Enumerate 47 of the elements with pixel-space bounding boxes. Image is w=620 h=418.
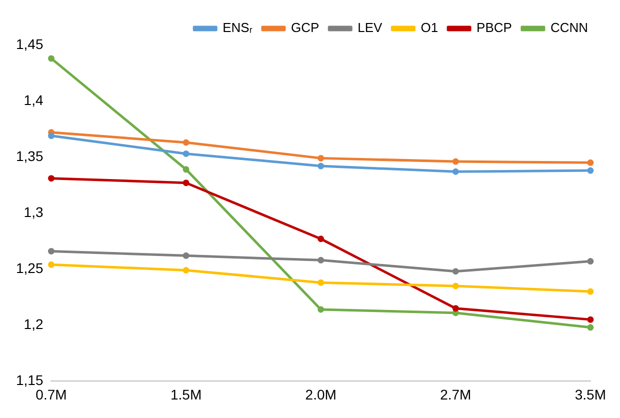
point <box>318 154 324 162</box>
point <box>48 55 54 62</box>
y-tick-label: 1,15 <box>16 372 44 388</box>
point <box>48 175 54 182</box>
legend-label: PBCP <box>476 20 512 36</box>
point <box>452 282 459 290</box>
legend-label: CCNN <box>550 20 588 36</box>
y-tick-label: 1,2 <box>24 316 44 332</box>
legend-label: GCP <box>290 20 320 36</box>
point <box>318 236 324 242</box>
y-tick-label: 1,3 <box>24 204 44 220</box>
point <box>587 316 594 323</box>
point <box>587 324 594 331</box>
point <box>318 279 324 286</box>
point <box>452 158 459 165</box>
legend-label: ENSᵣ <box>222 20 252 36</box>
point <box>48 132 54 140</box>
point <box>318 256 324 264</box>
y-tick-label: 1,25 <box>16 260 44 276</box>
point <box>318 162 324 170</box>
point <box>587 159 594 166</box>
x-tick-label: 2.7M <box>440 386 472 402</box>
point <box>452 305 459 312</box>
point <box>182 139 190 146</box>
point <box>587 167 594 174</box>
y-tick-label: 1,4 <box>24 92 44 108</box>
point <box>587 258 594 265</box>
y-tick-label: 1,35 <box>16 148 44 164</box>
point <box>452 168 459 175</box>
x-tick-label: 0.7M <box>36 386 67 402</box>
point <box>48 261 54 268</box>
point <box>182 267 190 274</box>
point <box>182 166 190 173</box>
point <box>182 180 190 186</box>
legend-label: LEV <box>358 20 383 36</box>
x-tick-label: 3.5M <box>574 386 606 402</box>
point <box>182 252 190 259</box>
point <box>452 310 459 316</box>
point <box>48 248 54 254</box>
y-tick-label: 1,45 <box>16 36 44 52</box>
point <box>587 288 594 295</box>
point <box>182 150 190 157</box>
point <box>452 268 459 275</box>
legend-label: O1 <box>420 20 438 36</box>
point <box>318 306 324 313</box>
x-tick-label: 1.5M <box>170 386 202 402</box>
x-tick-label: 2.0M <box>305 386 336 402</box>
